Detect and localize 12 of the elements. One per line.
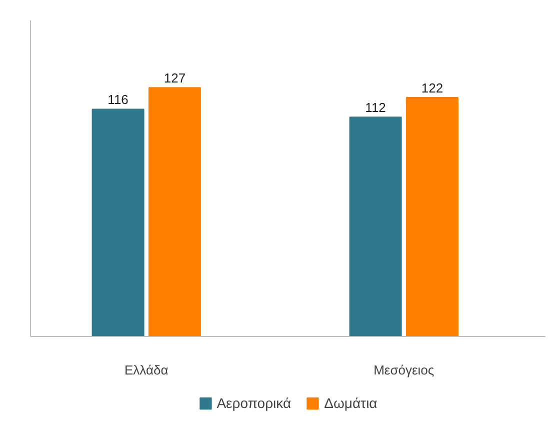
legend-label: Αεροπορικά xyxy=(216,394,292,410)
data-label: 122 xyxy=(421,80,444,96)
bar xyxy=(92,108,144,336)
legend-label: Δωμάτια xyxy=(324,394,378,410)
bar xyxy=(406,96,458,336)
bar xyxy=(349,116,402,336)
x-tick-label: Μεσόγειος xyxy=(374,362,434,378)
data-label: 116 xyxy=(108,92,128,108)
data-label: 127 xyxy=(164,70,186,86)
x-tick-label: Ελλάδα xyxy=(124,362,169,378)
bar xyxy=(148,87,201,336)
data-label: 112 xyxy=(365,100,386,116)
